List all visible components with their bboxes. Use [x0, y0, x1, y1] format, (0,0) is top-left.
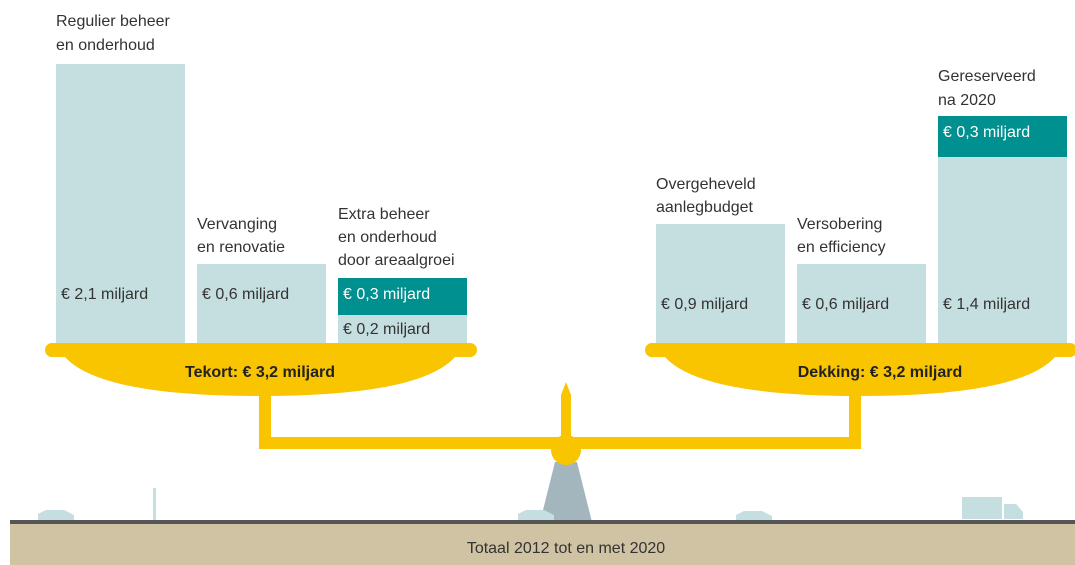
pan [645, 343, 1075, 396]
label: en renovatie [197, 239, 285, 256]
bar-highlight [938, 116, 1067, 157]
label: Vervanging [197, 216, 277, 233]
total: Tekort: € 3,2 miljard [185, 364, 335, 381]
label: Versobering [797, 216, 882, 233]
value: € 0,3 miljard [343, 286, 430, 303]
value: € 0,9 miljard [661, 296, 748, 313]
total: Dekking: € 3,2 miljard [798, 364, 963, 381]
ground-line [10, 520, 1075, 524]
label: Regulier beheer [56, 13, 171, 30]
label: en onderhoud [56, 37, 155, 54]
bar-highlight [338, 278, 467, 315]
pan [45, 343, 477, 396]
label: Extra beheer [338, 206, 430, 223]
bar [197, 264, 326, 343]
stand [540, 462, 592, 522]
label: na 2020 [938, 92, 996, 109]
footer: Totaal 2012 tot en met 2020 [467, 540, 665, 557]
beam [259, 390, 861, 449]
pivot [551, 435, 581, 465]
truck-cab [1004, 504, 1023, 519]
label: en efficiency [797, 239, 886, 256]
bar [797, 264, 926, 343]
value: € 0,6 miljard [802, 296, 889, 313]
value: € 1,4 miljard [943, 296, 1030, 313]
value: € 0,6 miljard [202, 286, 289, 303]
pointer [561, 382, 571, 450]
label: en onderhoud [338, 229, 437, 246]
bar [938, 157, 1067, 343]
post [153, 488, 156, 520]
truck [962, 497, 1002, 519]
value: € 0,2 miljard [343, 321, 430, 338]
label: aanlegbudget [656, 199, 754, 216]
car [736, 511, 772, 520]
bar [338, 315, 467, 343]
bar [656, 224, 785, 343]
value: € 0,3 miljard [943, 124, 1030, 141]
label: door areaalgroei [338, 252, 455, 269]
bar [56, 64, 185, 343]
ground [10, 524, 1075, 565]
car [38, 510, 74, 520]
value: € 2,1 miljard [61, 286, 148, 303]
label: Gereserveerd [938, 68, 1036, 85]
car [518, 510, 554, 520]
label: Overgeheveld [656, 176, 756, 193]
